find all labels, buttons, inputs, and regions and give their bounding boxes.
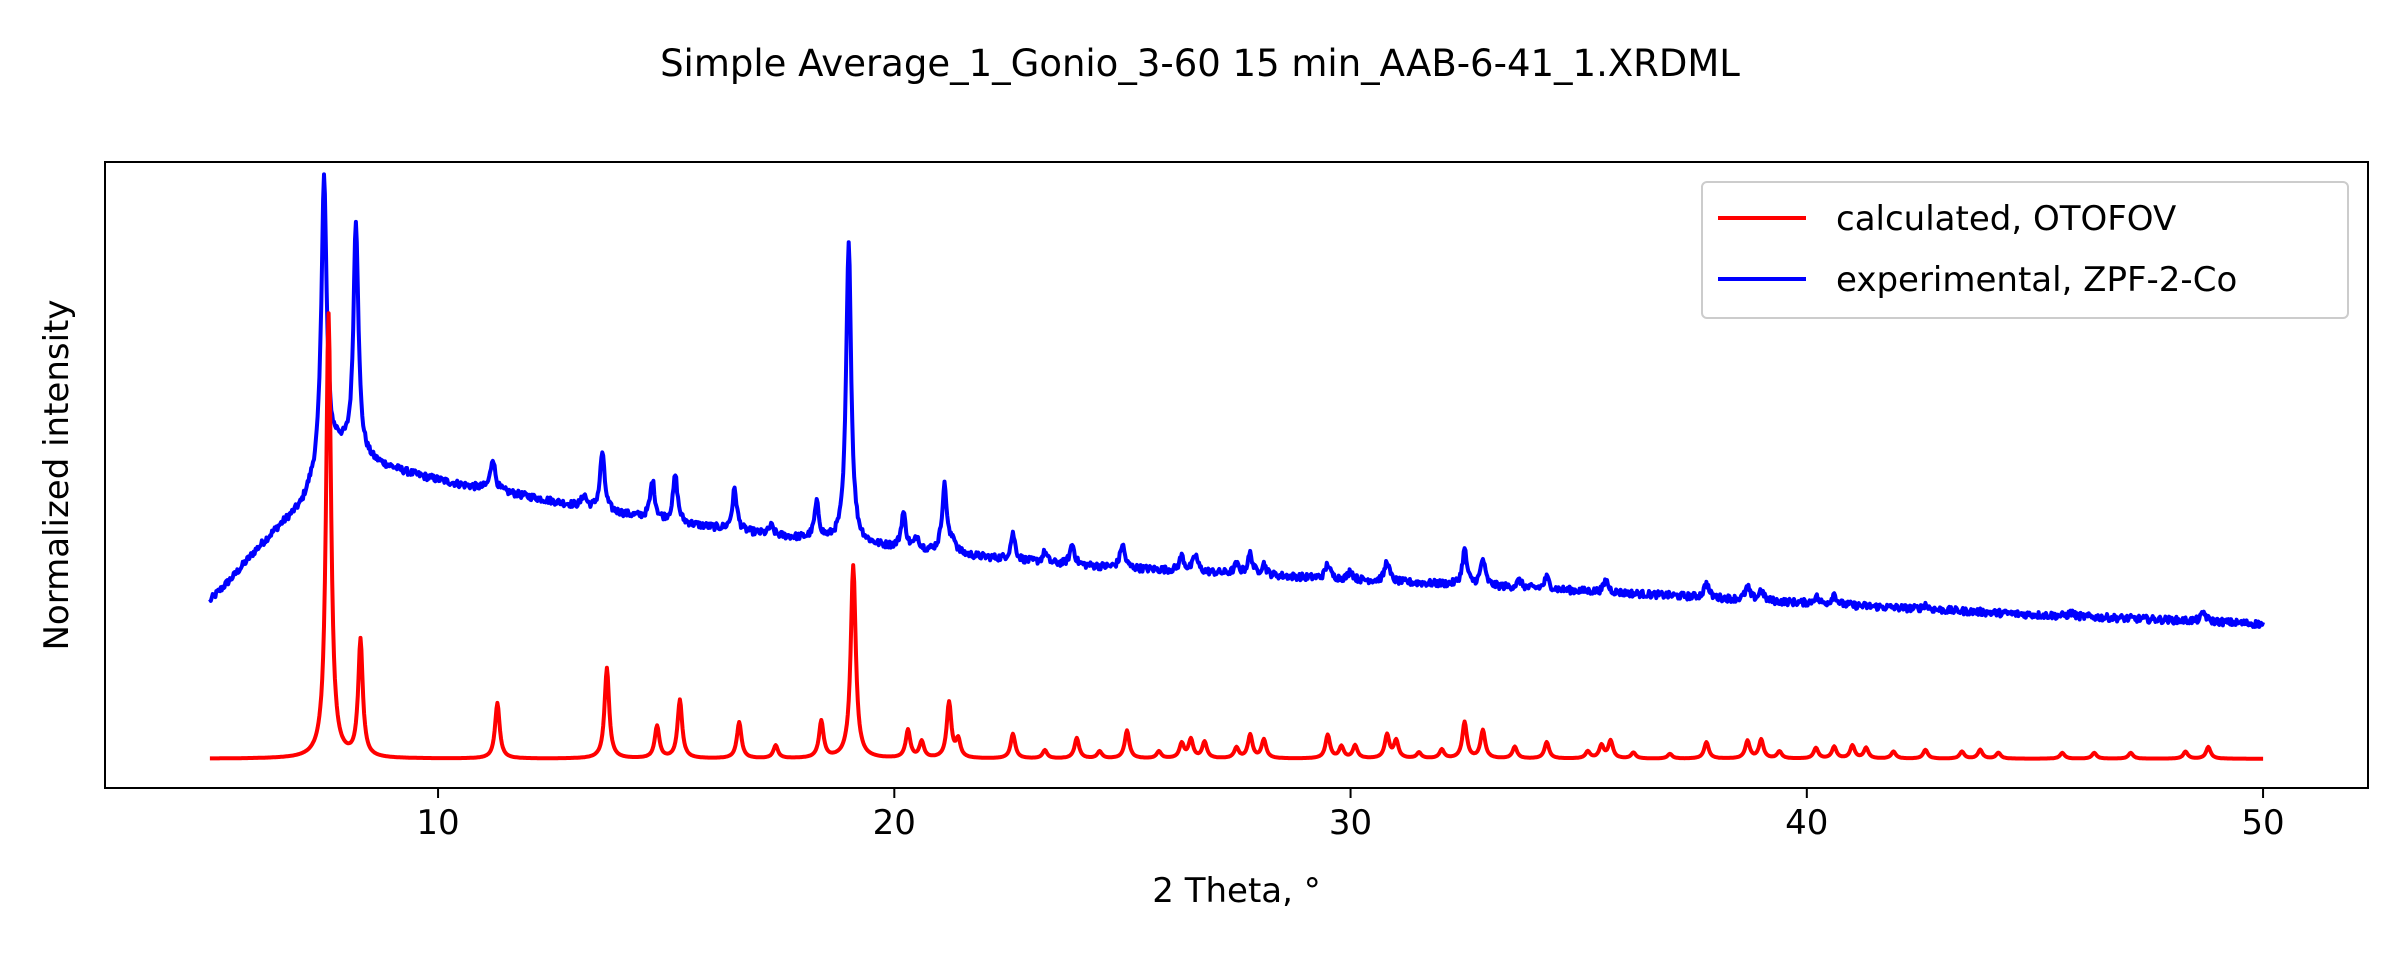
x-tick-label: 20 [873, 803, 916, 843]
series-line-calculated [208, 311, 2265, 761]
plot-area [208, 172, 2265, 761]
x-tick-label: 50 [2241, 803, 2284, 843]
x-tick-label: 40 [1785, 803, 1828, 843]
x-axis-label: 2 Theta, ° [1152, 871, 1320, 911]
y-axis-label: Normalized intensity [37, 299, 77, 650]
legend-box [1701, 181, 2349, 319]
x-tick-label: 10 [416, 803, 459, 843]
axes-frame [104, 161, 2369, 789]
x-tick-label: 30 [1329, 803, 1372, 843]
legend-label-calculated: calculated, OTOFOV [1836, 199, 2176, 239]
series-line-experimental [208, 172, 2265, 629]
legend-label-experimental: experimental, ZPF-2-Co [1836, 260, 2237, 300]
chart-title: Simple Average_1_Gonio_3-60 15 min_AAB-6… [660, 42, 1740, 85]
legend: calculated, OTOFOV experimental, ZPF-2-C… [1701, 181, 2349, 319]
x-axis-ticks: 10 20 30 40 50 [416, 788, 2285, 843]
